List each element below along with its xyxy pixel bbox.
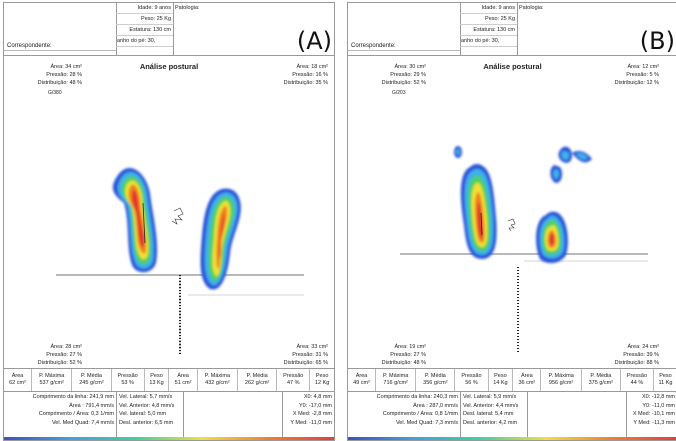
stat-area-right: Área 36 cm² — [512, 369, 542, 391]
shoe-size-text: anho do pé: 30, — [460, 36, 517, 47]
metrics-col-position: X0: -12,8 mm Y0: -11,0 mm X Med: -10,1 mm… — [632, 394, 675, 426]
left-foot-summary: Área: 34 cm² Pressão: 28 % Distribuição:… — [8, 63, 82, 87]
left-foot-heatmap — [460, 164, 497, 259]
report-title: Análise postural — [483, 62, 542, 71]
shoe-size-text: anho do pé: 30, — [116, 36, 173, 47]
left-bottom-pressure: Pressão: 27 % — [390, 352, 426, 358]
correspondent-cell: Correspondente: — [348, 3, 461, 55]
height-text: Estatura: 130 cm — [460, 25, 517, 36]
right-foot-bottom-summary: Área: 24 cm² Pressão: 39 % Distribuição:… — [579, 343, 659, 367]
right-bottom-pressure: Pressão: 31 % — [292, 352, 328, 358]
stat-pressure-left: Pressão 53 % — [111, 369, 145, 391]
left-distribution: Distribuição: 52 % — [381, 80, 426, 86]
left-foot-summary: Área: 30 cm² Pressão: 29 % Distribuição:… — [352, 63, 426, 87]
right-foot-summary: Área: 12 cm² Pressão: 5 % Distribuição: … — [579, 63, 659, 87]
cop-trace — [171, 207, 184, 225]
stat-pressure-left: Pressão 56 % — [454, 369, 489, 391]
correspondent-label: Correspondente: — [351, 43, 396, 49]
right-pressure: Pressão: 16 % — [292, 72, 328, 78]
stat-pmed-left: P. Média 245 g/cm² — [71, 369, 112, 391]
report-header: Correspondente: Idade: 9 anos Peso: 25 K… — [4, 3, 334, 56]
metrics-col-velocity: Vel. Lateral: 5,9 mm/s Vel. Anterior: 4,4… — [460, 391, 528, 440]
height-text: Estatura: 130 cm — [116, 25, 173, 36]
weight-text: Peso: 25 Kg — [460, 14, 517, 25]
metrics-col-line: Comprimento da linha: 241,9 mm Área : 791… — [4, 391, 117, 440]
left-distribution: Distribuição: 48 % — [37, 80, 82, 86]
metrics-table: Comprimento da linha: 240,3 mm Área : 287… — [348, 391, 676, 440]
stat-pmed-right: P. Média 375 g/cm² — [581, 369, 621, 391]
right-foot-summary: Área: 18 cm² Pressão: 16 % Distribuição:… — [248, 63, 328, 87]
left-foot-heatmap — [112, 168, 158, 273]
stat-pmax-right: P. Máxima 432 g/cm² — [197, 369, 239, 391]
left-area: Área: 34 cm² — [50, 64, 82, 70]
left-bottom-area: Área: 19 cm² — [394, 344, 426, 350]
stat-area-left: Área 49 cm² — [348, 369, 377, 391]
right-bottom-pressure: Pressão: 39 % — [623, 352, 659, 358]
stat-pmax-right: P. Máxima 956 g/cm² — [540, 369, 582, 391]
correspondent-cell: Correspondente: — [4, 3, 117, 55]
stat-weight-right: Peso 12 Kg — [314, 373, 330, 386]
right-pressure: Pressão: 5 % — [626, 72, 659, 78]
left-bottom-distribution: Distribuição: 48 % — [381, 360, 426, 366]
weight-text: Peso: 25 Kg — [116, 14, 173, 25]
metrics-col-velocity: Vel. Lateral: 5,7 mm/s Vel. Anterior: 4,8… — [116, 391, 184, 440]
cop-trace — [507, 218, 516, 232]
stat-pressure-right: Pressão 44 % — [620, 369, 654, 391]
stats-table: Área 49 cm² P. Máxima 716 g/cm² P. Média 35… — [348, 368, 676, 392]
stat-weight-left: Peso 14 Kg — [488, 369, 514, 391]
pressure-map — [400, 146, 648, 353]
left-area: Área: 30 cm² — [394, 64, 426, 70]
right-area: Área: 12 cm² — [627, 64, 659, 70]
metrics-col-line: Comprimento da linha: 240,3 mm Área : 287… — [348, 391, 461, 440]
right-distribution: Distribuição: 35 % — [283, 80, 328, 86]
stat-pmax-left: P. Máxima 537 g/cm² — [31, 369, 73, 391]
stat-weight-right: Peso 11 Kg — [658, 373, 673, 386]
pathology-label: Patologia: — [175, 5, 200, 11]
color-scale-bar — [4, 437, 334, 440]
stat-area-right: Área 51 cm² — [168, 369, 198, 391]
color-scale-bar — [348, 437, 676, 440]
left-bottom-area: Área: 28 cm² — [50, 344, 82, 350]
right-foot-heatmap — [536, 211, 568, 264]
metrics-table: Comprimento da linha: 241,9 mm Área : 791… — [4, 391, 334, 440]
right-foot-heatmap — [200, 188, 241, 290]
panel-label: (B) — [639, 27, 675, 55]
right-foot-bottom-summary: Área: 33 cm² Pressão: 31 % Distribuição:… — [248, 343, 328, 367]
sample-code: G/203 — [392, 90, 406, 96]
left-pressure: Pressão: 28 % — [46, 72, 82, 78]
pathology-label: Patologia: — [519, 5, 544, 11]
stat-pressure-right: Pressão 47 % — [276, 369, 311, 391]
report-panel-b: Correspondente: Idade: 9 anos Peso: 25 K… — [347, 2, 676, 441]
right-distribution: Distribuição: 12 % — [614, 80, 659, 86]
patient-info: Idade: 9 anos Peso: 25 Kg Estatura: 130 … — [460, 3, 518, 55]
age-text: Idade: 9 anos — [116, 3, 173, 14]
correspondent-label: Correspondente: — [7, 43, 52, 49]
age-text: Idade: 9 anos — [460, 3, 517, 14]
right-bottom-distribution: Distribuição: 65 % — [283, 360, 328, 366]
stat-area-left: Área 62 cm² — [4, 369, 33, 391]
report-header: Correspondente: Idade: 9 anos Peso: 25 K… — [348, 3, 676, 56]
patient-info: Idade: 9 anos Peso: 25 Kg Estatura: 130 … — [116, 3, 174, 55]
right-bottom-area: Área: 24 cm² — [627, 344, 659, 350]
pressure-map — [56, 168, 304, 355]
metrics-col-position: X0: 4,8 mm Y0: -17,0 mm X Med: -2,8 mm Y M… — [290, 394, 332, 426]
toe-blobs — [454, 146, 592, 183]
right-bottom-distribution: Distribuição: 88 % — [614, 360, 659, 366]
stat-pmax-left: P. Máxima 716 g/cm² — [375, 369, 417, 391]
left-bottom-distribution: Distribuição: 52 % — [37, 360, 82, 366]
right-bottom-area: Área: 33 cm² — [296, 344, 328, 350]
sample-code: G/380 — [48, 90, 62, 96]
panel-label: (A) — [296, 27, 332, 55]
right-area: Área: 18 cm² — [296, 64, 328, 70]
stats-table: Área 62 cm² P. Máxima 537 g/cm² P. Média 24… — [4, 368, 334, 392]
left-foot-bottom-summary: Área: 28 cm² Pressão: 27 % Distribuição:… — [8, 343, 82, 367]
left-bottom-pressure: Pressão: 27 % — [46, 352, 82, 358]
stat-weight-left: Peso 13 Kg — [144, 369, 170, 391]
report-title: Análise postural — [139, 62, 199, 71]
left-foot-bottom-summary: Área: 19 cm² Pressão: 27 % Distribuição:… — [352, 343, 426, 367]
stat-pmed-right: P. Média 262 g/cm² — [237, 369, 278, 391]
stat-pmed-left: P. Média 356 g/cm² — [415, 369, 456, 391]
report-panel-a: Correspondente: Idade: 9 anos Peso: 25 K… — [3, 2, 335, 441]
left-pressure: Pressão: 29 % — [390, 72, 426, 78]
